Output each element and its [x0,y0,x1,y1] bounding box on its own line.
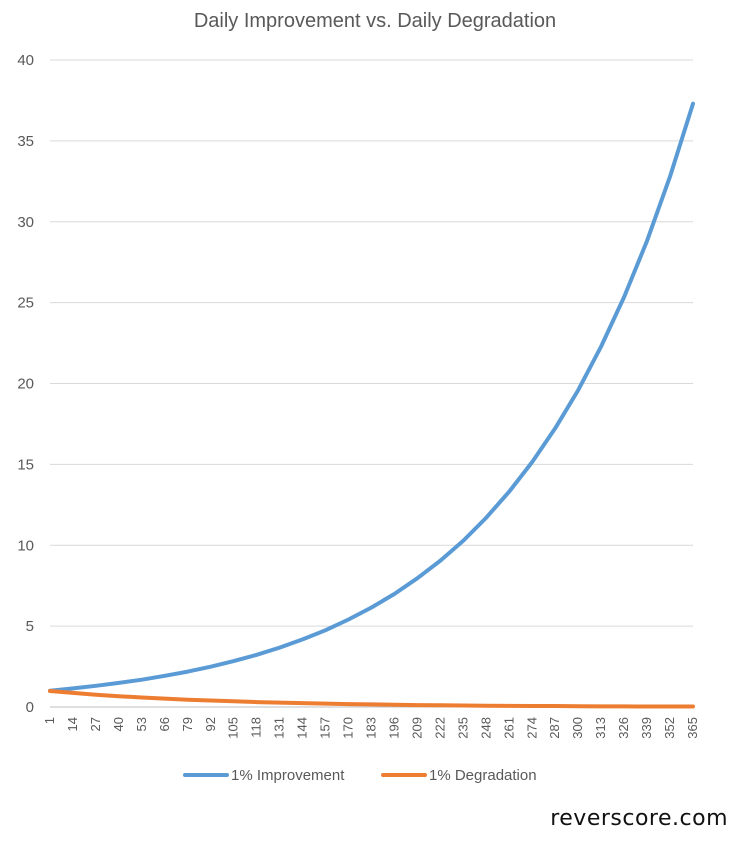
x-tick-label: 79 [180,717,195,731]
x-tick-label: 131 [272,717,287,739]
y-tick-label: 0 [26,699,34,716]
x-tick-label: 235 [455,717,470,739]
x-tick-label: 66 [157,717,172,731]
x-tick-label: 248 [478,717,493,739]
y-tick-label: 15 [17,456,34,473]
legend: 1% Improvement 1% Degradation [183,767,537,784]
x-tick-label: 352 [662,717,677,739]
x-tick-label: 118 [249,717,264,738]
x-tick-label: 157 [318,717,333,739]
x-tick-label: 209 [409,717,424,739]
x-tick-label: 53 [134,717,149,731]
chart-title: Daily Improvement vs. Daily Degradation [193,10,557,32]
series-lines [48,101,695,709]
y-tick-label: 25 [17,295,34,312]
y-tick-label: 5 [26,618,34,635]
series-line-2 [48,689,695,709]
x-tick-label: 170 [341,717,356,739]
x-tick-label: 261 [501,717,516,739]
legend-label: 1% Degradation [429,767,537,784]
grid-lines [50,59,693,708]
x-tick-label: 365 [685,717,700,739]
y-tick-label: 20 [17,376,34,393]
site-watermark: reverscore.com [550,806,728,831]
x-tick-label: 144 [295,717,310,739]
x-axis-ticks: 1 14 27 40 53 66 79 92 105 118 131 144 157 170 183 196 2… [42,717,700,739]
x-tick-label: 222 [432,717,447,739]
x-tick-label: 27 [88,717,103,731]
x-tick-label: 105 [226,717,241,739]
x-tick-label: 326 [616,717,631,739]
x-tick-label: 40 [111,717,126,731]
y-tick-label: 35 [17,133,34,150]
x-tick-label: 14 [65,717,80,731]
legend-label: 1% Improvement [231,767,345,784]
y-tick-label: 10 [17,537,34,554]
x-tick-label: 92 [203,717,218,731]
series-line-1 [48,101,695,693]
x-tick-label: 1 [42,717,57,724]
x-tick-label: 287 [547,717,562,739]
x-tick-label: 183 [364,717,379,739]
y-tick-label: 30 [17,214,34,231]
x-tick-label: 339 [639,717,654,739]
y-tick-label: 40 [17,52,34,69]
x-tick-label: 300 [570,717,585,739]
x-tick-label: 274 [524,717,539,739]
x-tick-label: 313 [593,717,608,739]
y-axis-ticks: 0 5 10 15 20 25 30 35 40 [17,52,34,716]
x-tick-label: 196 [386,717,401,739]
